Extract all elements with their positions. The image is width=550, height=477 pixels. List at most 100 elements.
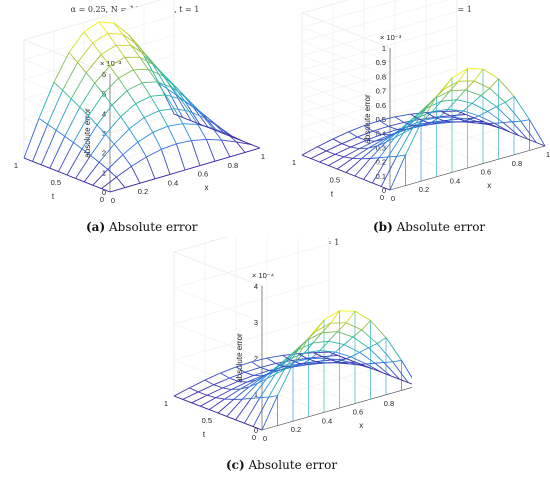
surface-mesh-line-c [288, 349, 298, 360]
surface-mesh-line-a [98, 21, 108, 34]
surface-mesh-line-c [191, 394, 208, 404]
surface-mesh-line-c [288, 352, 305, 360]
surface-mesh-line-b [372, 156, 389, 184]
surface-mesh-line-c [198, 391, 208, 396]
surface-mesh-line-c [346, 322, 362, 331]
surface-mesh-line-a [92, 184, 102, 190]
surface-mesh-line-b [383, 134, 393, 140]
surface-mesh-line-a [158, 82, 168, 90]
surface-mesh-line-a [126, 82, 143, 92]
caption-text-a: Absolute error [108, 220, 198, 234]
surface-mesh-line-a [96, 104, 113, 126]
surface-mesh-line-b [520, 119, 530, 122]
surface-mesh-line-c [337, 322, 347, 332]
t-axis-label-a: t [52, 192, 55, 201]
surface-mesh-line-b [372, 125, 389, 132]
surface-mesh-line-a [137, 44, 147, 56]
surface-mesh-line-b [504, 102, 522, 122]
x-tick-label-b: 0.2 [419, 185, 429, 194]
surface-mesh-line-b [348, 125, 365, 133]
surface-mesh-line-a [75, 177, 85, 183]
surface-mesh-line-a [205, 139, 216, 162]
surface-mesh-line-a [244, 147, 261, 153]
surface-mesh-line-b [359, 140, 376, 150]
caption-a: (a) Absolute error [86, 220, 198, 234]
surface-mesh-line-b [434, 115, 451, 118]
surface-mesh-line-c [343, 336, 354, 345]
surface-mesh-line-c [275, 369, 285, 375]
surface-mesh-line-c [297, 352, 314, 355]
surface-mesh-line-c [241, 382, 259, 400]
surface-mesh-line-a [251, 144, 261, 149]
surface-mesh-line-a [141, 81, 158, 84]
surface-mesh-line-a [135, 103, 145, 118]
surface-mesh-line-c [370, 320, 387, 338]
surface-mesh-line-b [441, 110, 458, 113]
surface-mesh-line-a [77, 62, 87, 73]
surface-mesh-line-a [167, 123, 183, 127]
surface-mesh-line-c [253, 426, 263, 431]
surface-mesh-line-b [496, 106, 513, 123]
z-tick-label-a: 3 [102, 129, 106, 138]
x-tick-label-a: 0.8 [228, 161, 238, 170]
surface-mesh-line-a [88, 115, 98, 126]
surface-mesh-line-b [458, 68, 468, 82]
surface-mesh-line-a [53, 81, 63, 91]
surface-mesh-line-c [352, 329, 362, 338]
surface-mesh-line-b [348, 131, 358, 138]
z-axis-label-c: absolute error [235, 333, 244, 383]
surface-mesh-line-c [242, 397, 252, 400]
surface-mesh-line-a [79, 82, 96, 108]
surface-mesh-line-b [441, 111, 451, 117]
surface-mesh-line-a [174, 108, 190, 112]
surface-mesh-line-c [295, 352, 305, 362]
surface-mesh-line-b [478, 115, 495, 124]
surface-mesh-line-a [167, 88, 183, 118]
surface-mesh-line-c [306, 332, 323, 341]
surface-mesh-line-a [113, 143, 124, 155]
x-axis-label-a: x [205, 183, 209, 192]
surface-mesh-line-a [130, 166, 141, 184]
surface-mesh-line-c [229, 371, 245, 379]
surface-mesh-line-a [49, 167, 59, 173]
surface-mesh-line-c [244, 397, 261, 424]
surface-mesh-line-c [235, 366, 246, 373]
surface-mesh-line-b [379, 120, 389, 127]
surface-mesh-line-b [361, 145, 378, 160]
surface-mesh-line-c [297, 342, 314, 351]
z-tick-label-a: 2 [102, 149, 106, 158]
surface-mesh-line-b [450, 115, 460, 120]
surface-mesh-line-c [266, 373, 276, 380]
surface-mesh-line-a [145, 156, 156, 179]
surface-mesh-line-c [253, 370, 270, 376]
surface-mesh-line-a [83, 31, 93, 44]
surface-mesh-line-b [471, 95, 482, 104]
surface-mesh-line-b [334, 146, 351, 155]
surface-mesh-line-b [363, 179, 373, 184]
surface-mesh-line-c [244, 366, 261, 373]
surface-mesh-line-b [334, 153, 345, 158]
surface-mesh-line-c [359, 351, 376, 364]
surface-mesh-line-a [109, 56, 126, 67]
surface-mesh-line-c [251, 357, 268, 363]
surface-mesh-line-c [255, 375, 265, 381]
surface-mesh-line-b [343, 156, 353, 159]
surface-mesh-line-a [115, 44, 126, 58]
surface-mesh-line-a [210, 119, 220, 128]
x-tick-label-a: 0 [111, 196, 115, 205]
x-tick-label-b: 0.8 [512, 159, 522, 168]
surface-mesh-line-a [144, 110, 160, 118]
surface-mesh-line-c [229, 377, 239, 382]
surface-plot-c: α = 0.75, N = 10, θ = 0.5, t = 10123400.… [164, 237, 412, 443]
z-tick-label-c: 2 [254, 354, 258, 363]
surface-mesh-line-c [208, 398, 225, 410]
surface-mesh-line-a [130, 45, 141, 58]
surface-mesh-line-c [266, 354, 283, 359]
surface-mesh-line-c [328, 331, 338, 342]
surface-mesh-line-c [233, 386, 250, 400]
surface-mesh-line-c [372, 368, 382, 373]
surface-mesh-line-c [293, 363, 303, 368]
surface-mesh-line-b [394, 113, 411, 118]
surface-mesh-line-b [428, 122, 437, 124]
surface-mesh-line-a [49, 136, 66, 169]
